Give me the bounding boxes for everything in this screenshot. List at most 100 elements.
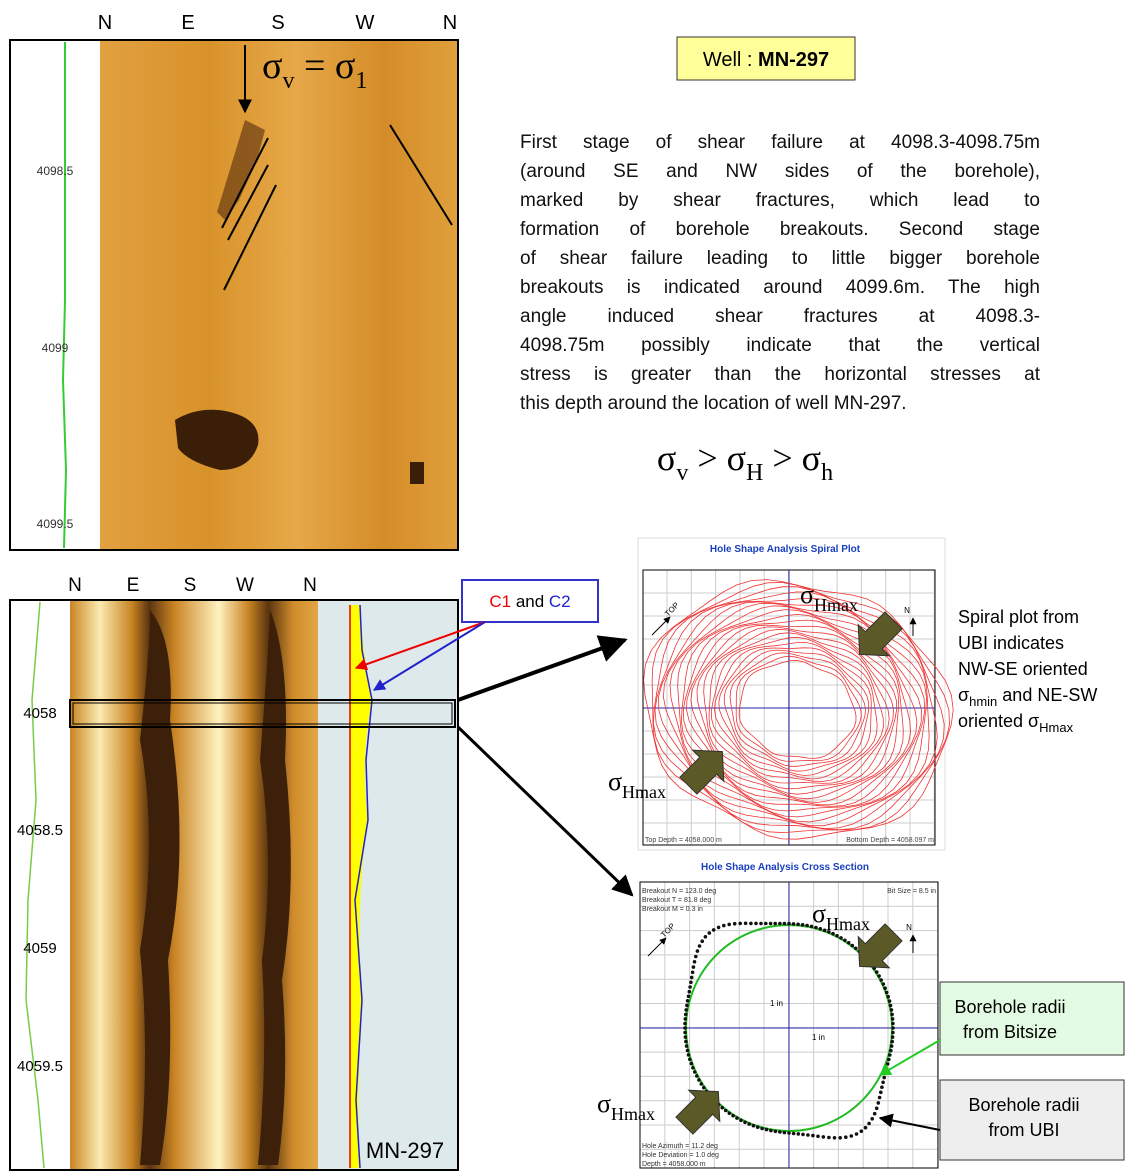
ubi-point <box>759 922 763 926</box>
ubi-point <box>847 941 851 945</box>
caption-line: oriented σHmax <box>958 711 1074 735</box>
ubi-point <box>878 1096 882 1100</box>
ubi-point <box>844 1135 848 1139</box>
ubi-point <box>684 1008 688 1012</box>
well-name: MN-297 <box>758 49 829 71</box>
description-line: breakouts is indicated around 4099.6m. T… <box>520 273 1040 302</box>
ubi-point <box>688 985 692 989</box>
ubi-point <box>735 1116 739 1120</box>
compass-label: E <box>127 575 140 596</box>
ubi-point <box>728 1111 732 1115</box>
subscript: Hmax <box>826 914 870 934</box>
ubi-point <box>890 1013 894 1017</box>
ubi-point <box>886 1062 890 1066</box>
text-part: and NE-SW <box>997 685 1097 705</box>
ubi-point <box>816 1135 820 1139</box>
subscript: Hmax <box>622 782 666 802</box>
legend-text: from Bitsize <box>963 1022 1057 1042</box>
plot-title: Hole Shape Analysis Cross Section <box>701 862 869 873</box>
ubi-point <box>870 1117 874 1121</box>
ubi-point <box>891 1031 895 1035</box>
text-part: σ <box>812 899 826 928</box>
plot-title: Hole Shape Analysis Spiral Plot <box>710 544 861 555</box>
ubi-point <box>879 1091 883 1095</box>
ubi-point <box>889 1004 893 1008</box>
ubi-point <box>688 1058 692 1062</box>
compass-label: S <box>271 12 284 34</box>
ubi-point <box>811 1134 815 1138</box>
legend-text: from UBI <box>988 1120 1059 1140</box>
note: Breakout M = 0.3 in <box>642 906 703 913</box>
ubi-point <box>738 922 742 926</box>
ubi-point <box>891 1017 895 1021</box>
subscript: h <box>821 460 833 486</box>
ubi-point <box>864 1126 868 1130</box>
depth-label: 4099 <box>42 341 69 355</box>
ubi-point <box>683 1026 687 1030</box>
subscript: Hmax <box>1039 720 1073 735</box>
ubi-point <box>683 1031 687 1035</box>
ubi-point <box>773 922 777 926</box>
well-label: Well : MN-297 <box>703 49 829 71</box>
ubi-point <box>683 1022 687 1026</box>
ubi-point <box>851 944 855 948</box>
text-part: > σ <box>763 438 821 478</box>
ubi-point <box>733 922 737 926</box>
text-part: σ <box>262 45 282 87</box>
ubi-point <box>684 1013 688 1017</box>
ubi-point <box>889 1049 893 1053</box>
ubi-point <box>704 935 708 939</box>
text-part: > σ <box>688 438 746 478</box>
spot <box>410 462 424 484</box>
text-part: NW-SE oriented <box>958 659 1088 679</box>
compass-label: E <box>181 12 194 34</box>
ubi-point <box>783 922 787 926</box>
stress-label: σv = σ1 <box>262 45 367 94</box>
ubi-point <box>691 971 695 975</box>
ubi-point <box>778 1130 782 1134</box>
legend-text: Borehole radii <box>954 997 1065 1017</box>
ubi-point <box>873 1112 877 1116</box>
ubi-point <box>883 986 887 990</box>
ubi-point <box>890 1044 894 1048</box>
ubi-point <box>700 939 704 943</box>
ubi-point <box>684 1035 688 1039</box>
description-line: stress is greater than the horizontal st… <box>520 360 1040 389</box>
description: First stage of shear failure at 4098.3-4… <box>520 128 1040 418</box>
ubi-point <box>708 931 712 935</box>
ubi-point <box>743 1121 747 1125</box>
ubi-point <box>792 922 796 926</box>
ubi-point <box>882 982 886 986</box>
legend-text: Borehole radii <box>968 1095 1079 1115</box>
compass-label: N <box>68 575 82 596</box>
ubi-point <box>691 1066 695 1070</box>
ubi-point <box>689 981 693 985</box>
ubi-point <box>888 1053 892 1057</box>
ubi-point <box>885 991 889 995</box>
subscript: hmin <box>969 694 997 709</box>
note: Depth = 4058.000 m <box>642 1161 706 1168</box>
well-prefix: Well : <box>703 49 758 71</box>
ubi-point <box>867 1122 871 1126</box>
ubi-point <box>778 922 782 926</box>
ubi-point <box>787 1131 791 1135</box>
ubi-point <box>693 1070 697 1074</box>
ubi-point <box>685 1044 689 1048</box>
ubi-point <box>692 965 696 969</box>
depth-label: 4059 <box>23 940 56 957</box>
description-line: angle induced shear fractures at 4098.3- <box>520 302 1040 331</box>
ubi-point <box>805 924 809 928</box>
depth-note: Bottom Depth = 4058.097 m <box>846 837 934 844</box>
description-line: this depth around the location of well M… <box>520 389 1040 418</box>
ubi-point <box>890 1008 894 1012</box>
ubi-point <box>886 995 890 999</box>
ubi-point <box>695 1074 699 1078</box>
text-part: Spiral plot from <box>958 607 1079 627</box>
description-line: First stage of shear failure at 4098.3-4… <box>520 128 1040 157</box>
ubi-point <box>855 1132 859 1136</box>
note: Hole Azimuth = 11.2 deg <box>642 1143 718 1150</box>
compass-label: N <box>443 12 457 34</box>
ubi-point <box>700 1082 704 1086</box>
ubi-point <box>686 999 690 1003</box>
subscript: v <box>676 460 688 486</box>
